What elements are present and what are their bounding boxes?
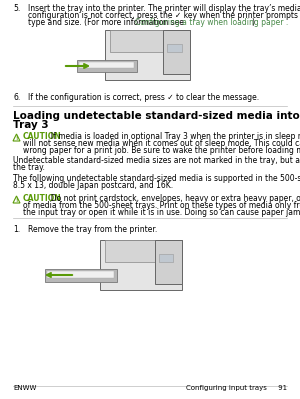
Text: Configuring a tray when loading paper .: Configuring a tray when loading paper . xyxy=(135,18,288,27)
FancyBboxPatch shape xyxy=(155,240,182,284)
Text: Insert the tray into the printer. The printer will display the tray’s media type: Insert the tray into the printer. The pr… xyxy=(28,4,300,13)
Text: 5.: 5. xyxy=(13,4,20,13)
FancyBboxPatch shape xyxy=(105,30,190,80)
Text: Undetectable standard-sized media sizes are not marked in the tray, but are list: Undetectable standard-sized media sizes … xyxy=(13,156,300,165)
Text: 6.: 6. xyxy=(13,93,20,102)
Text: Tray 3: Tray 3 xyxy=(13,120,49,130)
FancyBboxPatch shape xyxy=(167,44,182,52)
FancyBboxPatch shape xyxy=(79,62,134,68)
Polygon shape xyxy=(13,134,20,141)
Text: 1.: 1. xyxy=(13,225,20,234)
Text: ENWW: ENWW xyxy=(13,385,36,391)
FancyBboxPatch shape xyxy=(163,30,190,74)
Text: !: ! xyxy=(15,198,18,203)
Text: the input tray or open it while it is in use. Doing so can cause paper jams.: the input tray or open it while it is in… xyxy=(23,208,300,217)
FancyArrowPatch shape xyxy=(47,273,72,277)
Text: Remove the tray from the printer.: Remove the tray from the printer. xyxy=(28,225,157,234)
Text: The following undetectable standard-sized media is supported in the 500-sheet tr: The following undetectable standard-size… xyxy=(13,174,300,183)
Text: the tray.: the tray. xyxy=(13,163,45,172)
FancyBboxPatch shape xyxy=(77,60,137,72)
Text: CAUTION: CAUTION xyxy=(23,194,62,203)
Text: type and size. (For more information see: type and size. (For more information see xyxy=(28,18,186,27)
Text: !: ! xyxy=(15,136,18,140)
Text: of media from the 500-sheet trays. Print on these types of media only from Tray : of media from the 500-sheet trays. Print… xyxy=(23,201,300,210)
Text: ): ) xyxy=(251,18,254,27)
FancyBboxPatch shape xyxy=(110,30,165,52)
FancyBboxPatch shape xyxy=(47,271,114,278)
Text: CAUTION: CAUTION xyxy=(23,132,62,141)
Text: will not sense new media when it comes out of sleep mode. This could cause the p: will not sense new media when it comes o… xyxy=(23,139,300,148)
Polygon shape xyxy=(13,196,20,203)
FancyBboxPatch shape xyxy=(45,269,117,282)
Text: configuration is not correct, press the ✓ key when the printer prompts you to co: configuration is not correct, press the … xyxy=(28,11,300,20)
FancyArrowPatch shape xyxy=(66,64,88,68)
FancyBboxPatch shape xyxy=(100,240,182,290)
Text: wrong paper for a print job. Be sure to wake the printer before loading media in: wrong paper for a print job. Be sure to … xyxy=(23,146,300,155)
Text: Loading undetectable standard-sized media into Tray 2 and optional: Loading undetectable standard-sized medi… xyxy=(13,111,300,121)
Text: Configuring input trays     91: Configuring input trays 91 xyxy=(186,385,287,391)
Text: If media is loaded in optional Tray 3 when the printer is in sleep mode, the pri: If media is loaded in optional Tray 3 wh… xyxy=(46,132,300,141)
Text: If the configuration is correct, press ✓ to clear the message.: If the configuration is correct, press ✓… xyxy=(28,93,259,102)
FancyBboxPatch shape xyxy=(159,254,173,262)
Text: 8.5 x 13, double Japan postcard, and 16K.: 8.5 x 13, double Japan postcard, and 16K… xyxy=(13,181,173,190)
Text: Do not print cardstock, envelopes, heavy or extra heavy paper, or unsupported si: Do not print cardstock, envelopes, heavy… xyxy=(46,194,300,203)
FancyBboxPatch shape xyxy=(105,240,157,262)
